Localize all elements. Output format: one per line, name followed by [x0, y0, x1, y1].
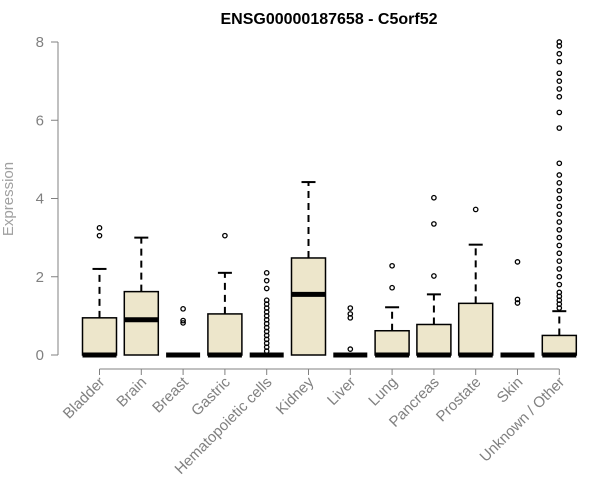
outlier-point — [556, 289, 563, 296]
outlier-point — [556, 58, 563, 65]
outlier-point — [96, 232, 103, 239]
outlier-point — [389, 284, 395, 291]
outlier-point — [263, 285, 270, 292]
x-tick-label: Breast — [149, 373, 192, 416]
outlier-point — [556, 172, 563, 178]
outlier-point — [556, 226, 563, 233]
chart-title: ENSG00000187658 - C5orf52 — [220, 11, 437, 28]
outlier-point — [472, 206, 479, 213]
box-iqr — [416, 323, 452, 356]
outlier-point — [556, 39, 563, 45]
outlier-point — [347, 305, 354, 311]
outlier-point — [556, 93, 563, 100]
y-tick-label: 2 — [36, 269, 44, 286]
outlier-point — [556, 211, 563, 217]
box-group — [123, 236, 160, 356]
box-iqr — [123, 290, 160, 356]
outlier-point — [556, 258, 563, 264]
outlier-point — [556, 109, 563, 116]
outlier-point — [556, 250, 563, 257]
box-group — [416, 194, 452, 358]
box-iqr — [290, 257, 327, 356]
x-tick-label: Skin — [494, 374, 527, 407]
outlier-point — [180, 317, 186, 324]
x-tick-label: Bladder — [60, 374, 109, 423]
box-group — [333, 305, 368, 358]
outlier-point — [556, 187, 563, 194]
box-iqr — [207, 313, 243, 356]
outlier-point — [514, 300, 521, 306]
outlier-point — [556, 234, 563, 241]
outlier-point — [347, 311, 354, 317]
outlier-point — [431, 273, 437, 279]
y-axis: 0 2 4 6 8 — [36, 34, 59, 364]
outlier-point — [431, 221, 437, 227]
outlier-point — [556, 281, 563, 288]
outlier-point — [556, 180, 563, 186]
box-iqr — [457, 302, 494, 356]
y-tick-label: 0 — [36, 347, 44, 364]
box-group — [500, 259, 535, 358]
y-tick-label: 4 — [36, 191, 44, 208]
outlier-point — [556, 86, 563, 92]
box-group — [207, 232, 243, 358]
x-tick-label: Liver — [324, 374, 359, 409]
box-iqr — [374, 329, 410, 356]
outlier-point — [556, 70, 563, 77]
outlier-point — [263, 297, 270, 304]
outlier-point — [96, 224, 103, 231]
box-series — [81, 39, 578, 358]
outlier-point — [222, 232, 228, 239]
outlier-point — [263, 277, 270, 284]
x-tick-label: Prostate — [433, 374, 485, 426]
outlier-point — [389, 262, 395, 269]
box-group — [81, 224, 118, 358]
y-tick-label: 8 — [36, 34, 44, 51]
box-group — [374, 262, 410, 358]
outlier-point — [556, 242, 563, 249]
x-tick-label: Lung — [365, 374, 401, 410]
box-group — [249, 269, 284, 358]
box-iqr — [541, 334, 578, 356]
y-axis-label: Expression — [0, 162, 17, 236]
outlier-point — [347, 346, 354, 352]
outlier-point — [263, 269, 270, 276]
outlier-point — [556, 50, 563, 57]
box-group — [457, 206, 494, 358]
box-group — [541, 39, 578, 358]
box-group — [166, 305, 201, 358]
outlier-point — [556, 273, 563, 280]
outlier-point — [556, 78, 563, 84]
outlier-point — [556, 266, 563, 272]
x-tick-label: Kidney — [273, 373, 318, 418]
box-group — [290, 181, 327, 356]
outlier-point — [556, 219, 563, 225]
outlier-point — [431, 194, 437, 201]
outlier-point — [556, 195, 563, 202]
outlier-point — [514, 296, 521, 303]
box-iqr — [81, 317, 118, 356]
y-tick-label: 6 — [36, 112, 44, 129]
outlier-point — [556, 160, 563, 167]
outlier-point — [514, 259, 521, 265]
outlier-point — [180, 320, 186, 326]
outlier-point — [556, 203, 563, 210]
outlier-point — [556, 125, 563, 131]
outlier-point — [180, 305, 186, 312]
x-tick-label: Brain — [113, 374, 150, 411]
